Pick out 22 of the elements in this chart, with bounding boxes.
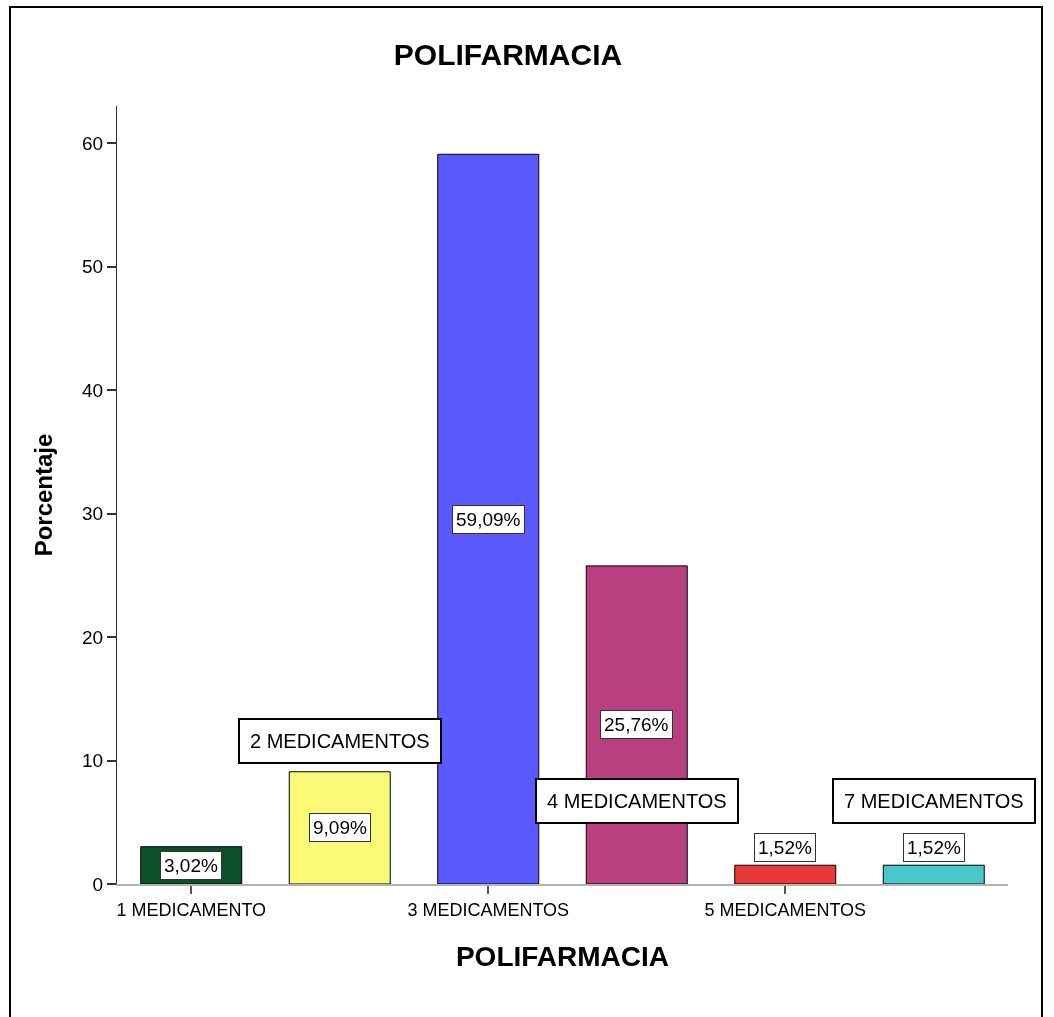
y-tick-label: 0 xyxy=(92,873,104,895)
y-tick-label: 60 xyxy=(82,132,104,154)
x-tick-label: 5 MEDICAMENTOS xyxy=(704,899,867,920)
annotation: 7 MEDICAMENTOS xyxy=(844,790,1024,812)
x-axis-title: POLIFARMACIA xyxy=(455,941,670,973)
annotation: 4 MEDICAMENTOS xyxy=(547,790,727,812)
data-label: 9,09% xyxy=(313,817,367,838)
annotation: 2 MEDICAMENTOS xyxy=(250,730,430,752)
y-axis-title: Porcentaje xyxy=(30,433,58,557)
y-tick-label: 30 xyxy=(82,503,104,525)
x-tick-label: 1 MEDICAMENTO xyxy=(116,899,267,920)
y-tick-label: 20 xyxy=(82,626,104,648)
y-tick-label: 50 xyxy=(82,256,104,278)
data-label: 3,02% xyxy=(164,855,218,876)
y-tick-label: 40 xyxy=(82,379,104,401)
data-label: 1,52% xyxy=(758,837,812,858)
data-label: 25,76% xyxy=(604,714,669,735)
x-tick-label: 3 MEDICAMENTOS xyxy=(407,899,570,920)
y-tick-label: 10 xyxy=(82,750,104,772)
chart-title: POLIFARMACIA xyxy=(393,38,623,72)
data-label: 59,09% xyxy=(456,509,521,530)
data-label: 1,52% xyxy=(907,837,961,858)
